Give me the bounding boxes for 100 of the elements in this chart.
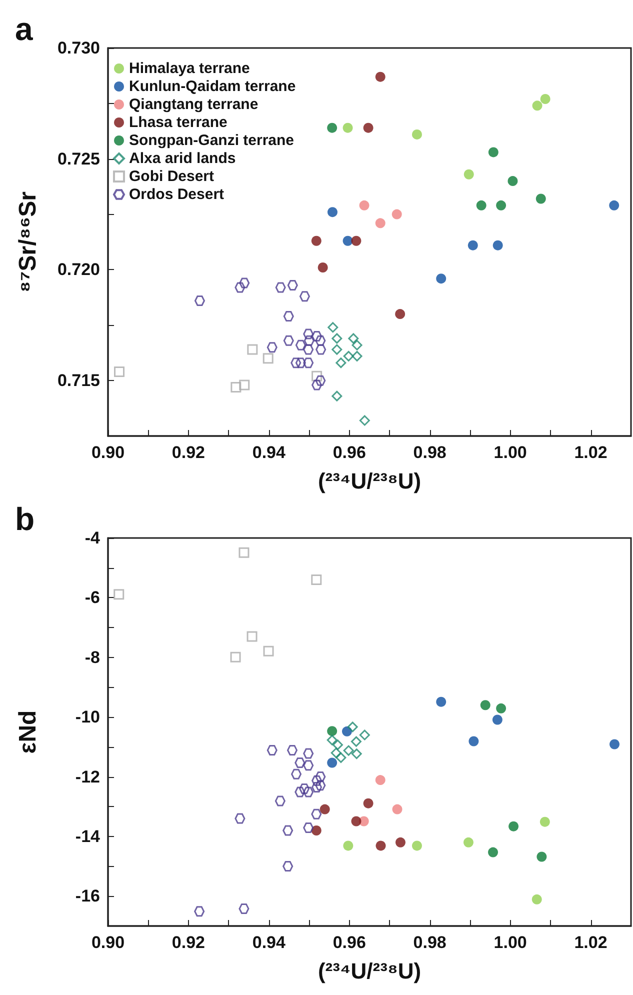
point [351, 748, 362, 760]
point [359, 415, 370, 426]
point [238, 903, 250, 914]
point [492, 714, 502, 725]
point [290, 358, 302, 368]
point [328, 207, 338, 218]
point [194, 296, 205, 306]
point [375, 775, 386, 786]
x-tick-label: 0.98 [413, 443, 446, 462]
point [540, 816, 550, 827]
point [295, 340, 306, 350]
point [283, 335, 294, 346]
point [436, 274, 446, 284]
point [496, 200, 506, 210]
point [508, 176, 518, 186]
point [263, 646, 274, 656]
point [247, 344, 258, 355]
point [392, 209, 402, 220]
point [348, 333, 359, 344]
point [327, 726, 338, 736]
point [318, 262, 328, 272]
point [532, 100, 542, 111]
point [262, 353, 274, 364]
point [311, 825, 322, 836]
x-tick-label: 0.94 [252, 933, 286, 952]
point [332, 344, 342, 355]
x-tick-label: 0.90 [91, 933, 125, 952]
x-tick-label: 0.96 [332, 933, 366, 952]
y-tick-label: -4 [84, 528, 101, 548]
point [230, 652, 241, 662]
point [412, 129, 422, 140]
point [114, 589, 124, 600]
point [294, 786, 306, 798]
point [303, 358, 314, 368]
point [609, 200, 620, 210]
point [359, 730, 370, 740]
point [492, 240, 503, 250]
point [436, 696, 446, 707]
y-tick-label: -14 [75, 826, 101, 846]
point [326, 734, 338, 746]
point [287, 744, 298, 756]
x-tick-label: 1.00 [494, 443, 527, 462]
x-tick-label: 0.90 [91, 443, 125, 462]
point [239, 278, 250, 288]
legend-label: Lhasa terrane [129, 114, 228, 131]
y-tick-label: -10 [75, 708, 100, 727]
point [274, 796, 286, 806]
point [266, 342, 278, 353]
legend-label: Alxa arid lands [129, 150, 236, 167]
y-tick-label: -8 [84, 648, 100, 667]
point [275, 282, 286, 293]
point [311, 574, 322, 586]
point [412, 840, 422, 851]
x-axis-title: (²³⁴U/²³⁸U) [318, 468, 422, 494]
point [395, 309, 406, 320]
point [480, 700, 490, 710]
point [303, 328, 314, 340]
point [238, 547, 250, 558]
point [532, 894, 542, 904]
point [351, 236, 362, 246]
point [299, 783, 310, 794]
point [343, 840, 354, 851]
point [352, 350, 362, 362]
point [312, 370, 322, 382]
point [476, 200, 486, 210]
point [508, 821, 519, 832]
x-tick-label: 0.98 [413, 933, 446, 952]
point [295, 358, 306, 368]
point [327, 122, 338, 133]
point [468, 240, 478, 250]
x-tick-label: 1.00 [494, 933, 527, 952]
point [303, 344, 314, 355]
point [330, 748, 342, 758]
point [392, 804, 402, 814]
x-tick-label: 1.02 [574, 933, 608, 952]
point [311, 808, 322, 820]
legend-label: Kunlun-Qaidam terrane [129, 78, 296, 95]
point [342, 236, 353, 246]
point [488, 847, 498, 858]
point [194, 906, 205, 917]
point [496, 703, 506, 714]
point [347, 722, 358, 732]
point [320, 804, 330, 814]
point [536, 852, 547, 862]
point [332, 333, 342, 344]
point [239, 380, 250, 390]
x-axis-title: (²³⁴U/²³⁸U) [318, 958, 422, 984]
y-axis-title: ⁸⁷Sr/⁸⁶Sr [14, 191, 42, 293]
chart-title: a [15, 11, 33, 47]
point [336, 752, 346, 763]
point [488, 147, 498, 158]
x-tick-label: 0.94 [252, 443, 286, 462]
point [303, 822, 314, 834]
point [315, 335, 326, 346]
point [114, 366, 125, 377]
point [291, 768, 302, 780]
y-axis-title: εNd [14, 710, 42, 754]
point [375, 218, 386, 228]
point [304, 335, 314, 346]
point [395, 837, 406, 848]
